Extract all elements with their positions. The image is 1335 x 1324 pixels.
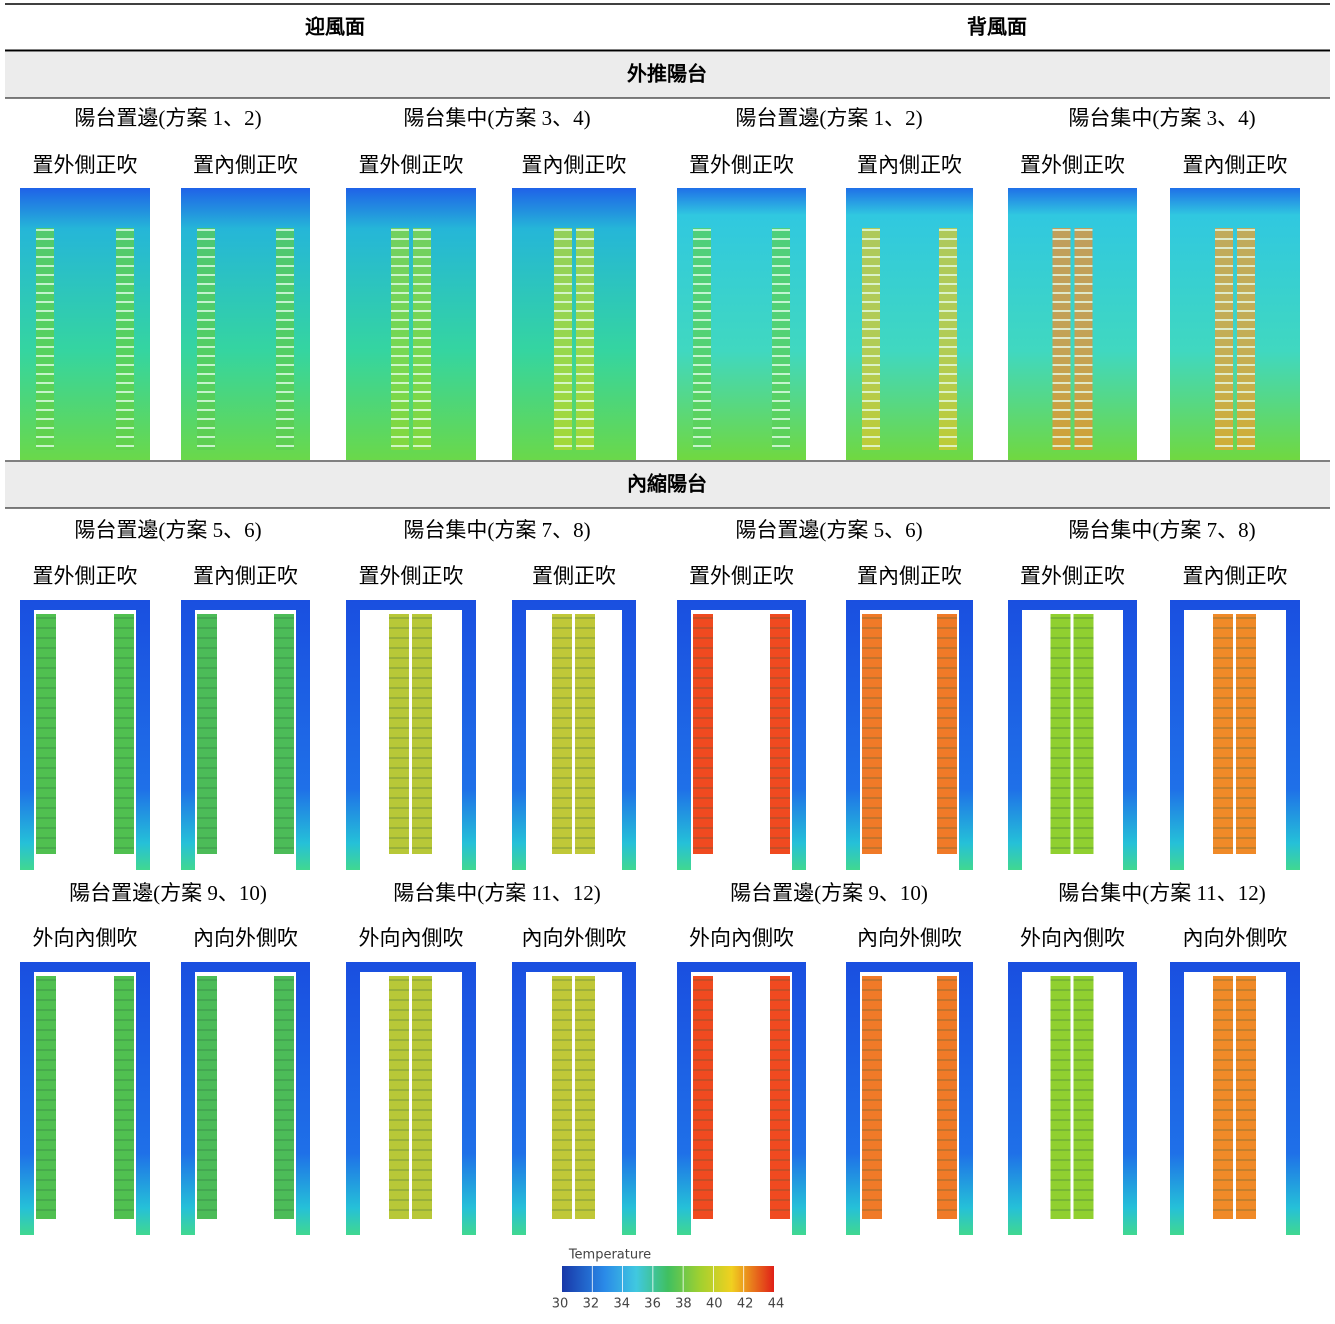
legend-tick: 44 — [768, 1297, 785, 1312]
case-label: 置外側正吹 — [359, 153, 464, 177]
simulation-bg — [1008, 188, 1137, 460]
scheme-label: 陽台集中(方案 7、8) — [403, 518, 590, 542]
balcony-column — [576, 228, 594, 450]
balcony-column — [772, 228, 790, 450]
void — [1022, 610, 1123, 870]
simulation-bg — [1170, 188, 1300, 460]
scheme-label: 陽台置邊(方案 9、10) — [69, 881, 267, 905]
case-label: 置內側正吹 — [193, 564, 298, 588]
balcony-column — [1075, 228, 1093, 450]
case-label: 置內側正吹 — [857, 153, 962, 177]
balcony-column — [276, 228, 294, 450]
case-label: 內向外側吹 — [857, 926, 962, 950]
balcony-column — [939, 228, 957, 450]
case-label: 外向內側吹 — [689, 926, 794, 950]
case-label: 置內側正吹 — [1183, 564, 1288, 588]
case-label: 置內側正吹 — [1183, 153, 1288, 177]
simulation-bg — [512, 188, 636, 460]
section-title: 外推陽台 — [627, 62, 707, 86]
scheme-label: 陽台集中(方案 3、4) — [1068, 106, 1255, 130]
balcony-column — [862, 228, 880, 450]
balcony-column — [114, 976, 134, 1219]
balcony-column — [552, 976, 572, 1219]
balcony-column — [770, 976, 790, 1219]
scheme-label: 陽台集中(方案 11、12) — [393, 881, 600, 905]
balcony-column — [274, 976, 294, 1219]
balcony-column — [116, 228, 134, 450]
legend-bar — [562, 1266, 774, 1292]
balcony-column — [412, 976, 432, 1219]
balcony-column — [1053, 228, 1071, 450]
legend-tick: 40 — [706, 1297, 723, 1312]
case-label: 置外側正吹 — [689, 153, 794, 177]
scheme-label: 陽台置邊(方案 1、2) — [735, 106, 922, 130]
void — [526, 972, 622, 1235]
balcony-column — [575, 976, 595, 1219]
balcony-column — [197, 976, 217, 1219]
scheme-label: 陽台置邊(方案 9、10) — [730, 881, 928, 905]
balcony-column — [391, 228, 409, 450]
scheme-label: 陽台置邊(方案 5、6) — [74, 518, 261, 542]
page: 迎風面 背風面 外推陽台陽台置邊(方案 1、2) 陽台集中(方案 3、4) 陽台置邊… — [0, 0, 1335, 1324]
balcony-column — [36, 976, 56, 1219]
balcony-column — [413, 228, 431, 450]
case-label: 置外側正吹 — [33, 564, 138, 588]
scheme-label: 陽台置邊(方案 5、6) — [735, 518, 922, 542]
balcony-column — [693, 228, 711, 450]
balcony-column — [389, 976, 409, 1219]
balcony-column — [1236, 976, 1256, 1219]
balcony-column — [36, 228, 54, 450]
scheme-label: 陽台集中(方案 3、4) — [403, 106, 590, 130]
void — [1022, 972, 1123, 1235]
void — [526, 610, 622, 870]
case-label: 置外側正吹 — [33, 153, 138, 177]
scheme-label: 陽台置邊(方案 1、2) — [74, 106, 261, 130]
case-label: 置外側正吹 — [359, 564, 464, 588]
balcony-column — [1215, 228, 1233, 450]
legend-tick: 42 — [737, 1297, 754, 1312]
balcony-column — [1074, 976, 1094, 1219]
case-label: 置內側正吹 — [857, 564, 962, 588]
scheme-label: 陽台集中(方案 7、8) — [1068, 518, 1255, 542]
legend-tick: 38 — [675, 1297, 692, 1312]
case-label: 置外側正吹 — [1020, 564, 1125, 588]
balcony-column — [1213, 976, 1233, 1219]
section-title: 內縮陽台 — [627, 472, 707, 496]
legend-tick: 34 — [613, 1297, 630, 1312]
balcony-column — [693, 976, 713, 1219]
legend-tick: 30 — [552, 1297, 569, 1312]
simulation-bg — [346, 188, 476, 460]
balcony-column — [862, 976, 882, 1219]
balcony-column — [1051, 976, 1071, 1219]
case-label: 內向外側吹 — [522, 926, 627, 950]
balcony-column — [554, 228, 572, 450]
case-label: 外向內側吹 — [33, 926, 138, 950]
case-label: 置外側正吹 — [1020, 153, 1125, 177]
case-label: 內向外側吹 — [193, 926, 298, 950]
balcony-column — [937, 976, 957, 1219]
case-label: 置內側正吹 — [193, 153, 298, 177]
case-label: 置內側正吹 — [522, 153, 627, 177]
header-windward: 迎風面 — [305, 15, 365, 39]
case-label: 外向內側吹 — [359, 926, 464, 950]
case-label: 置側正吹 — [532, 564, 616, 588]
balcony-column — [1237, 228, 1255, 450]
case-label: 外向內側吹 — [1020, 926, 1125, 950]
header-leeward: 背風面 — [967, 15, 1027, 39]
case-label: 內向外側吹 — [1183, 926, 1288, 950]
balcony-column — [197, 228, 215, 450]
void — [360, 972, 462, 1235]
legend-title: Temperature — [568, 1248, 651, 1263]
void — [1184, 972, 1286, 1235]
legend-tick: 32 — [583, 1297, 600, 1312]
case-label: 置外側正吹 — [689, 564, 794, 588]
legend-tick: 36 — [644, 1297, 661, 1312]
void — [360, 610, 462, 870]
void — [1184, 610, 1286, 870]
scheme-label: 陽台集中(方案 11、12) — [1058, 881, 1265, 905]
